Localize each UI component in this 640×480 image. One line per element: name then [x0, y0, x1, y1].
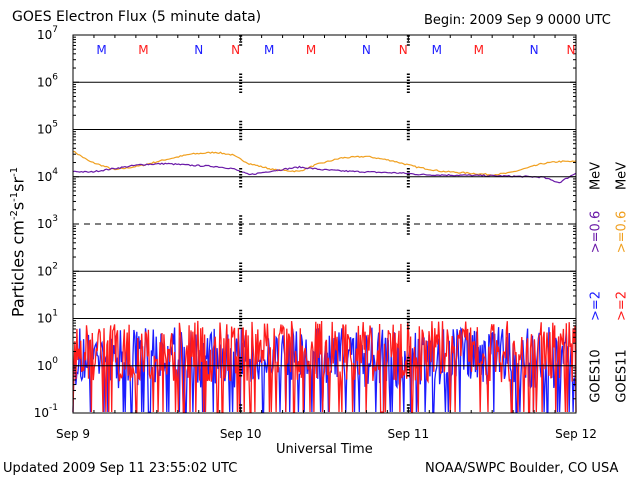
grid-layer [73, 35, 576, 412]
x-tick-label: Sep 11 [387, 427, 429, 441]
y-tick-label-1e4: 104 [37, 167, 58, 184]
marker-N: N [231, 43, 240, 57]
marker-N: N [194, 43, 203, 57]
marker-N: N [566, 43, 575, 57]
y-tick-label-1e1: 101 [37, 309, 58, 326]
updated-timestamp: Updated 2009 Sep 11 23:55:02 UTC [3, 461, 238, 476]
x-tick-label: Sep 10 [220, 427, 262, 441]
label-goes10: GOES10 [588, 349, 604, 403]
label-ge06-purple: >=0.6 [588, 210, 604, 254]
y-tick-label-1e0: 100 [37, 356, 58, 373]
marker-M: M [138, 43, 148, 57]
marker-N: N [362, 43, 371, 57]
marker-M: M [474, 43, 484, 57]
marker-M: M [264, 43, 274, 57]
chart-title: GOES Electron Flux (5 minute data) [12, 9, 262, 25]
begin-time: Begin: 2009 Sep 9 0000 UTC [424, 13, 611, 28]
y-tick-label-1e6: 106 [37, 72, 58, 89]
credit-text: NOAA/SWPC Boulder, CO USA [425, 461, 619, 476]
label-mev-1: MeV [588, 161, 604, 191]
label-goes11: GOES11 [614, 349, 630, 403]
y-tick-label-1e7: 107 [37, 25, 58, 42]
label-mev-2: MeV [614, 161, 630, 191]
marker-N: N [530, 43, 539, 57]
marker-M: M [306, 43, 316, 57]
x-axis-label: Universal Time [276, 442, 373, 457]
label-ge06-orange: >=0.6 [614, 210, 630, 254]
marker-M: M [96, 43, 106, 57]
y-tick-label-1e5: 105 [37, 120, 58, 137]
series-line-0 [72, 150, 577, 177]
series-line-noisy-1 [72, 320, 577, 413]
x-tick-label: Sep 12 [555, 427, 597, 441]
y-tick-label-1e2: 102 [37, 261, 58, 278]
y-tick-label-1e-1: 10-1 [34, 403, 58, 420]
y-tick-label-1e3: 103 [37, 214, 58, 231]
x-tick-label: Sep 9 [56, 427, 90, 441]
y-axis-label: Particles cm-2s-1sr-1 [8, 166, 28, 318]
label-ge2-blue: >=2 [588, 290, 604, 322]
series-line-1 [72, 162, 577, 184]
label-ge2-red: >=2 [614, 290, 630, 322]
marker-M: M [432, 43, 442, 57]
marker-N: N [399, 43, 408, 57]
data-layer [72, 150, 577, 413]
